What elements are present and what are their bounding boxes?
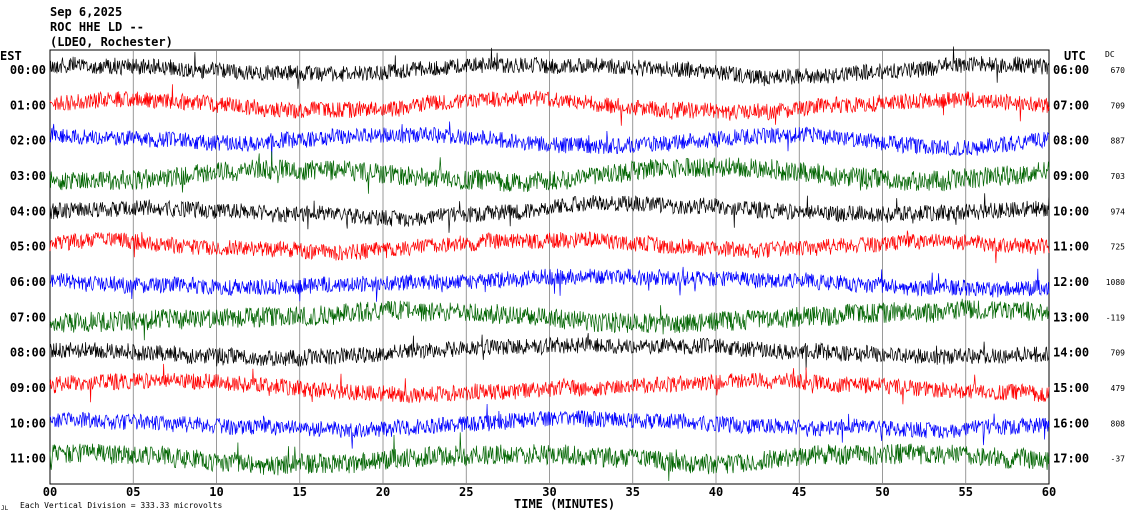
utc-row-label: 16:00 [1053,416,1089,430]
trace-line [49,46,1050,89]
utc-axis-title: UTC [1064,49,1086,63]
dc-row-value: 808 [1111,419,1126,428]
x-tick-label: 05 [126,485,140,499]
est-row-label: 07:00 [10,310,46,324]
trace-line [49,121,1050,161]
est-row-label: 00:00 [10,63,46,77]
trace-line [49,84,1050,126]
x-tick-label: 30 [542,485,556,499]
utc-row-label: 11:00 [1053,240,1089,254]
est-row-label: 04:00 [10,204,46,218]
x-tick-label: 55 [959,485,973,499]
x-axis-ticks: 00 05 10 15 20 25 30 35 40 45 50 55 60 [43,485,1056,499]
dc-row-value: 974 [1111,207,1126,216]
trace-line [49,333,1050,371]
trace-line [49,403,1050,449]
trace-group [49,46,1050,482]
x-tick-label: 50 [875,485,889,499]
grid-lines [132,50,967,484]
dc-row-value: 709 [1111,349,1126,358]
utc-row-label: 08:00 [1053,134,1089,148]
est-row-label: 02:00 [10,134,46,148]
dc-row-value: -119 [1106,313,1125,322]
utc-row-label: 07:00 [1053,98,1089,112]
est-labels: 00:00 01:00 02:00 03:00 04:00 05:00 06:00 07:00… [10,63,46,466]
utc-row-label: 10:00 [1053,204,1089,218]
x-tick-label: 20 [376,485,390,499]
est-axis-title: EST [0,49,22,63]
est-row-label: 03:00 [10,169,46,183]
utc-row-label: 15:00 [1053,381,1089,395]
division-note: Each Vertical Division = 333.33 microvol… [20,501,222,510]
corner-mark: JL [1,505,9,512]
trace-line [49,151,1050,194]
dc-row-value: -37 [1111,455,1126,464]
trace-line [49,192,1050,233]
est-row-label: 05:00 [10,240,46,254]
est-row-label: 09:00 [10,381,46,395]
dc-row-value: 709 [1111,101,1126,110]
utc-row-label: 17:00 [1053,452,1089,466]
est-row-label: 10:00 [10,416,46,430]
dc-row-value: 725 [1111,243,1126,252]
header-date: Sep 6,2025 [50,5,123,19]
header-network: (LDEO, Rochester) [50,35,173,49]
trace-line [49,230,1050,264]
x-tick-label: 40 [709,485,723,499]
x-tick-label: 25 [459,485,473,499]
x-tick-label: 15 [293,485,307,499]
utc-labels: 06:00 07:00 08:00 09:00 10:00 11:00 12:00 13:00… [1053,63,1089,466]
dc-row-value: 670 [1111,66,1126,75]
header-station: ROC HHE LD -- [50,20,144,34]
utc-row-label: 13:00 [1053,310,1089,324]
dc-row-value: 887 [1111,137,1126,146]
utc-row-label: 06:00 [1053,63,1089,77]
utc-row-label: 12:00 [1053,275,1089,289]
x-axis-label: TIME (MINUTES) [514,497,615,511]
est-row-label: 11:00 [10,452,46,466]
dc-row-value: 703 [1111,172,1126,181]
x-tick-label: 60 [1042,485,1056,499]
dc-labels: 670 709 887 703 974 725 1080 -119 709 479 808 -37 [1106,66,1125,464]
est-row-label: 01:00 [10,98,46,112]
trace-line [49,298,1050,341]
x-tick-label: 10 [209,485,223,499]
dc-row-value: 1080 [1106,278,1125,287]
utc-row-label: 14:00 [1053,346,1089,360]
trace-line [49,432,1050,482]
x-tick-label: 35 [626,485,640,499]
trace-line [49,266,1050,302]
x-tick-label: 00 [43,485,57,499]
est-row-label: 06:00 [10,275,46,289]
utc-row-label: 09:00 [1053,169,1089,183]
x-tick-label: 45 [792,485,806,499]
trace-line [49,363,1050,405]
dc-row-value: 479 [1111,384,1126,393]
est-row-label: 08:00 [10,346,46,360]
dc-axis-title: DC [1105,50,1115,59]
